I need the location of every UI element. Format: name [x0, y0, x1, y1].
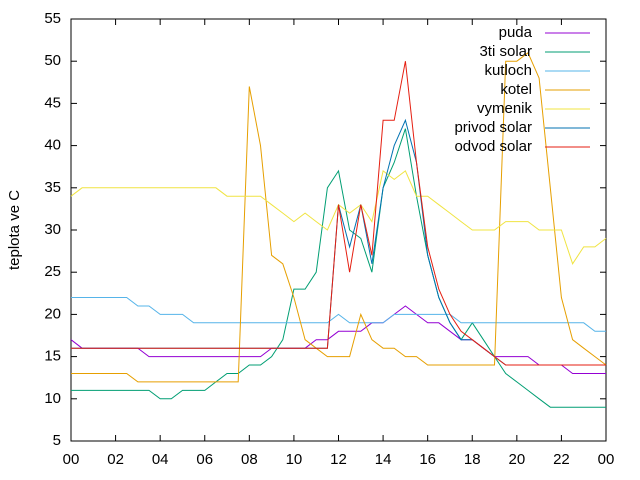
y-tick-label: 40 [44, 137, 61, 154]
y-tick-label: 35 [44, 179, 61, 196]
y-tick-label: 55 [44, 10, 61, 27]
legend-label: kutloch [484, 62, 532, 79]
x-tick-label: 20 [508, 451, 525, 468]
y-tick-label: 45 [44, 94, 61, 111]
legend-label: odvod solar [454, 138, 532, 155]
legend-label: kotel [500, 81, 532, 98]
y-tick-label: 20 [44, 305, 61, 322]
x-tick-label: 14 [375, 451, 392, 468]
series-line [70, 170, 607, 265]
x-tick-label: 18 [464, 451, 481, 468]
x-tick-label: 22 [553, 451, 570, 468]
x-tick-label: 08 [241, 451, 258, 468]
series-line [71, 297, 606, 332]
x-tick-label: 06 [196, 451, 213, 468]
legend-label: privod solar [454, 119, 532, 136]
x-tick-label: 00 [63, 451, 80, 468]
x-tick-label: 04 [152, 451, 169, 468]
y-tick-label: 50 [44, 52, 61, 69]
series-line [71, 52, 607, 383]
x-tick-label: 02 [107, 451, 124, 468]
legend-label: vymenik [477, 100, 533, 117]
series-line [71, 61, 606, 366]
y-tick-label: 15 [44, 348, 61, 365]
x-tick-label: 00 [598, 451, 615, 468]
x-tick-label: 12 [330, 451, 347, 468]
y-tick-label: 25 [44, 263, 61, 280]
series-line [70, 305, 606, 374]
series-line [71, 128, 606, 408]
x-tick-label: 10 [286, 451, 303, 468]
y-tick-label: 30 [44, 221, 61, 238]
y-axis-label: teplota ve C [6, 190, 23, 270]
legend-label: puda [499, 24, 533, 41]
legend-label: 3ti solar [479, 43, 532, 60]
y-tick-label: 5 [53, 432, 61, 449]
y-tick-label: 10 [44, 390, 61, 407]
series-line [71, 118, 606, 366]
x-tick-label: 16 [419, 451, 436, 468]
